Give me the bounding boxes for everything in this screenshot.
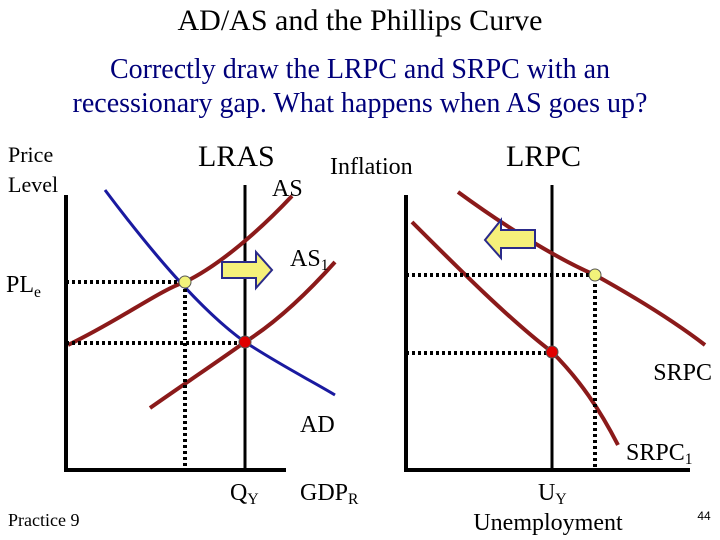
as1-label: AS1 xyxy=(290,246,328,274)
srpc1-label: SRPC1 xyxy=(626,440,693,468)
point xyxy=(178,275,192,289)
point xyxy=(238,335,252,349)
x-label: GDPR xyxy=(300,480,359,508)
label-sub: e xyxy=(34,284,41,301)
left-graph: Price Level LRAS AS AS1 PLe AD QY GDPR xyxy=(6,140,359,508)
srpc1-curve xyxy=(410,220,620,446)
label-main: AS xyxy=(290,246,321,272)
x-label: Unemployment xyxy=(473,510,623,536)
y-label: Price xyxy=(8,142,53,167)
lrpc-label: LRPC xyxy=(506,140,581,173)
shift-arrow xyxy=(483,217,536,261)
subtitle: Correctly draw the LRPC and SRPC with an xyxy=(110,54,610,85)
label-main: U xyxy=(538,480,555,506)
dotted-guide xyxy=(66,280,187,470)
title: AD/AS and the Phillips Curve xyxy=(178,4,543,37)
ad-label: AD xyxy=(300,412,335,438)
y-label: Level xyxy=(8,172,58,197)
label-sub: 1 xyxy=(685,451,693,468)
shift-arrow xyxy=(221,249,274,291)
label-sub: R xyxy=(348,491,359,508)
as-label: AS xyxy=(272,176,303,202)
point xyxy=(545,345,559,359)
srpc-label: SRPC xyxy=(653,360,712,386)
point xyxy=(588,268,602,282)
lras-label: LRAS xyxy=(198,140,275,173)
label-main: Q xyxy=(230,480,247,506)
right-graph: Inflation LRPC SRPC SRPC1 UY Unemploymen… xyxy=(330,140,712,536)
label-sub: Y xyxy=(555,491,566,508)
label-main: GDP xyxy=(300,480,348,506)
y-label: Inflation xyxy=(330,154,413,180)
dotted-guide xyxy=(406,273,597,470)
ad-curve xyxy=(103,189,336,397)
label-main: PL xyxy=(6,272,34,298)
page-number: 44 xyxy=(697,509,711,523)
subtitle: recessionary gap. What happens when AS g… xyxy=(73,88,648,119)
footer-note: Practice 9 xyxy=(8,510,79,530)
uy-label: UY xyxy=(538,480,567,508)
label-sub: 1 xyxy=(321,257,329,274)
srpc-curve xyxy=(456,190,707,347)
label-sub: Y xyxy=(247,491,258,508)
ple-label: PLe xyxy=(6,272,41,301)
qy-label: QY xyxy=(230,480,259,508)
label-main: SRPC xyxy=(626,440,685,466)
